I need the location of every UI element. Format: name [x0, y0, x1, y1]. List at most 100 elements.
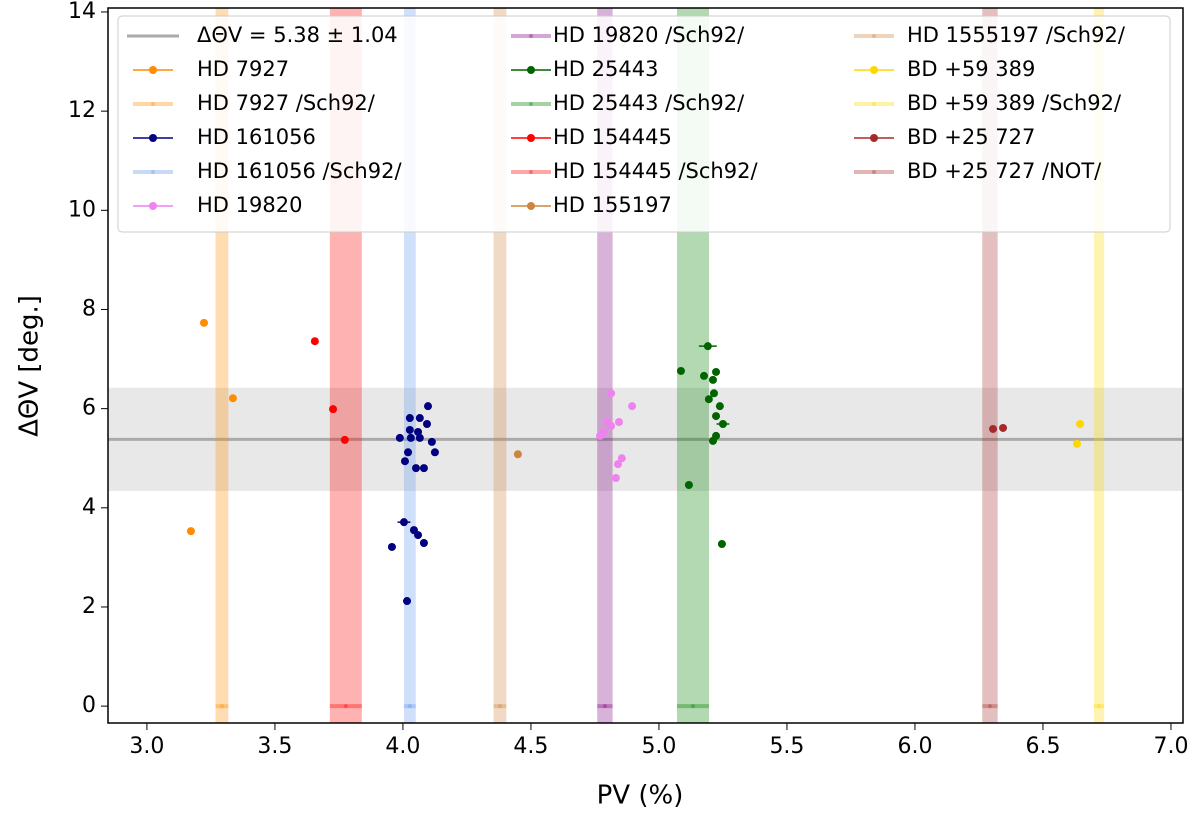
legend-marker: [870, 66, 878, 74]
data-point: [200, 318, 209, 327]
data-point: [717, 540, 726, 549]
y-tick-label: 2: [82, 594, 96, 619]
data-point: [219, 704, 224, 709]
data-point: [400, 457, 409, 466]
data-point: [405, 414, 414, 423]
legend-marker: [872, 34, 876, 38]
data-point: [718, 420, 727, 429]
x-tick-label: 4.0: [385, 734, 420, 759]
x-tick-label: 3.5: [257, 734, 292, 759]
legend-marker: [149, 66, 157, 74]
data-point: [415, 433, 424, 442]
data-point: [704, 395, 713, 404]
legend-label: HD 25443: [553, 57, 658, 81]
data-point: [699, 371, 708, 380]
plot-area: [108, 8, 1183, 723]
axes-frame: [107, 7, 1184, 724]
data-point: [989, 424, 998, 433]
data-point: [415, 414, 424, 423]
data-point: [676, 366, 685, 375]
y-tick-label: 6: [82, 396, 96, 421]
x-tick-label: 6.5: [1025, 734, 1060, 759]
data-point: [419, 539, 428, 548]
x-tick-label: 5.0: [641, 734, 676, 759]
y-tick-label: 8: [82, 296, 96, 321]
data-point: [628, 402, 637, 411]
y-tick-label: 4: [82, 495, 96, 520]
data-point: [513, 450, 522, 459]
legend-marker: [527, 66, 535, 74]
data-point: [329, 405, 338, 414]
data-point: [399, 518, 408, 527]
data-point: [712, 367, 721, 376]
data-point: [690, 704, 695, 709]
legend-label: HD 161056 /Sch92/: [197, 159, 402, 183]
data-point: [703, 342, 712, 351]
legend-marker: [527, 134, 535, 142]
legend-label: HD 1555197 /Sch92/: [907, 23, 1126, 47]
legend-label: HD 7927 /Sch92/: [197, 91, 376, 115]
legend-marker: [149, 134, 157, 142]
legend-marker: [151, 170, 155, 174]
data-point: [427, 437, 436, 446]
data-point: [340, 435, 349, 444]
data-point: [613, 460, 622, 469]
data-point: [405, 425, 414, 434]
legend-box: [117, 15, 1171, 233]
legend-label: ΔΘV = 5.38 ± 1.04: [197, 23, 398, 47]
data-point: [709, 389, 718, 398]
data-point: [497, 704, 502, 709]
legend-label: HD 19820 /Sch92/: [553, 23, 745, 47]
data-point: [228, 394, 237, 403]
data-point: [596, 431, 605, 440]
reference-band: [1093, 8, 1105, 723]
data-point: [419, 464, 428, 473]
data-point: [1073, 439, 1082, 448]
data-point: [708, 375, 717, 384]
legend-label: HD 19820: [197, 193, 302, 217]
data-point: [407, 704, 412, 709]
x-tick-label: 4.5: [513, 734, 548, 759]
data-point: [395, 433, 404, 442]
x-tick-label: 7.0: [1153, 734, 1188, 759]
x-tick-label: 5.5: [769, 734, 804, 759]
legend-marker: [872, 102, 876, 106]
data-point: [403, 597, 412, 606]
legend-label: HD 154445 /Sch92/: [553, 159, 758, 183]
data-point: [607, 389, 616, 398]
data-point: [422, 420, 431, 429]
data-point: [611, 474, 620, 483]
data-point: [414, 531, 423, 540]
reference-band: [403, 8, 416, 723]
data-point: [430, 448, 439, 457]
y-tick-label: 14: [68, 0, 96, 24]
data-point: [615, 418, 624, 427]
y-tick-label: 12: [68, 98, 96, 123]
legend-label: HD 155197: [553, 193, 672, 217]
data-point: [424, 402, 433, 411]
legend-label: HD 161056: [197, 125, 316, 149]
legend-label: BD +59 389 /Sch92/: [907, 91, 1122, 115]
data-point: [715, 402, 724, 411]
legend-marker: [870, 134, 878, 142]
data-point: [617, 454, 626, 463]
data-point: [708, 436, 717, 445]
legend-marker: [151, 102, 155, 106]
data-point: [712, 412, 721, 421]
data-point: [607, 421, 616, 430]
data-point: [186, 527, 195, 536]
data-point: [406, 433, 415, 442]
data-point: [343, 704, 348, 709]
legend-marker: [529, 102, 533, 106]
y-tick-label: 0: [82, 693, 96, 718]
x-axis-label: PV (%): [597, 781, 684, 811]
data-point: [684, 480, 693, 489]
data-point: [1076, 420, 1085, 429]
legend-marker: [529, 34, 533, 38]
data-point: [310, 337, 319, 346]
y-tick-label: 10: [68, 197, 96, 222]
legend-marker: [149, 202, 157, 210]
data-point: [987, 704, 992, 709]
data-point: [404, 448, 413, 457]
